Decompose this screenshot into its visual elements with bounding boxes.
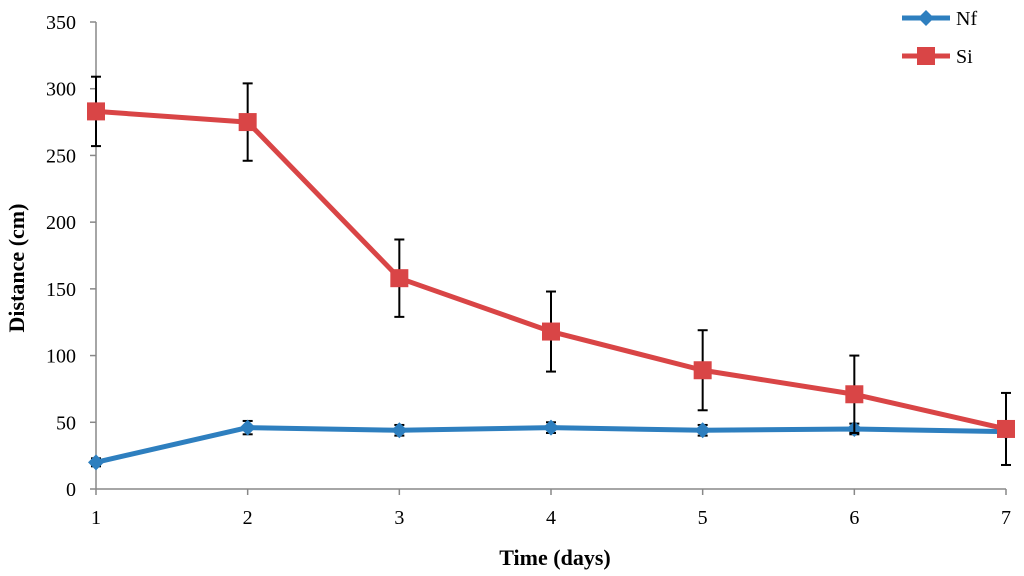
data-point-nf [239, 419, 256, 436]
data-point-nf [391, 422, 408, 439]
data-point-si [693, 361, 712, 380]
x-axis-ticks: 1 2 3 4 5 6 7 [91, 489, 1011, 529]
data-point-nf [694, 422, 711, 439]
x-tick-label: 4 [546, 507, 556, 529]
x-tick-label: 1 [91, 507, 101, 529]
y-tick-label: 150 [46, 279, 76, 301]
y-axis-title: Distance (cm) [4, 204, 29, 333]
data-point-si [87, 102, 105, 121]
y-axis-ticks: 0 50 100 150 200 250 300 350 [46, 12, 96, 501]
data-point-nf [543, 419, 559, 436]
series-nf [88, 419, 1014, 471]
data-point-si [238, 113, 257, 132]
y-tick-label: 200 [46, 212, 76, 234]
y-tick-label: 250 [46, 145, 76, 167]
legend-swatch-marker [918, 10, 934, 26]
series-si [87, 75, 1015, 466]
data-point-nf [88, 454, 104, 471]
x-tick-label: 2 [243, 507, 253, 529]
legend-label: Nf [956, 8, 977, 30]
legend: Nf Si [902, 8, 977, 68]
series-line-si [95, 108, 1007, 432]
legend-label: Si [956, 46, 973, 68]
x-tick-label: 3 [394, 507, 404, 529]
legend-item-si: Si [902, 46, 973, 68]
y-tick-label: 0 [66, 479, 76, 501]
data-point-si [542, 322, 560, 341]
y-tick-label: 300 [46, 79, 76, 101]
y-tick-label: 350 [46, 12, 76, 34]
series-layer [87, 75, 1015, 471]
x-tick-label: 5 [698, 507, 708, 529]
x-tick-label: 7 [1001, 507, 1011, 529]
legend-swatch-marker [917, 47, 935, 65]
x-tick-label: 6 [849, 507, 859, 529]
data-point-si [845, 385, 864, 404]
data-point-si [390, 269, 409, 288]
axes [95, 22, 1006, 490]
data-point-si [997, 419, 1015, 438]
legend-item-nf: Nf [902, 8, 977, 30]
y-tick-label: 50 [56, 412, 76, 434]
x-axis-title: Time (days) [499, 545, 610, 570]
y-tick-label: 100 [46, 346, 76, 368]
